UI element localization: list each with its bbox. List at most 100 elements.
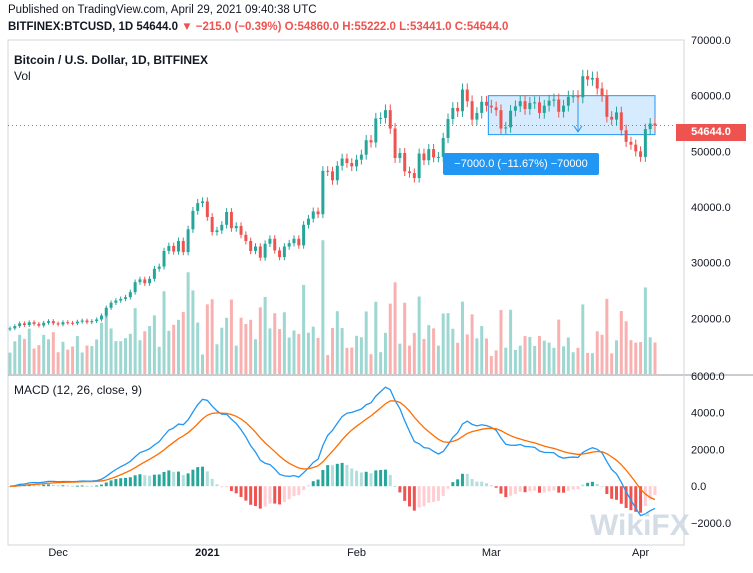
macd-histogram-bar — [8, 486, 12, 488]
macd-histogram-bar — [191, 469, 195, 487]
macd-histogram-bar — [383, 469, 387, 487]
candle — [562, 105, 566, 112]
volume-bar — [470, 314, 474, 374]
volume-bar — [465, 334, 469, 374]
candle — [196, 203, 200, 211]
candle — [619, 112, 623, 131]
down-arrow-icon: ▼ — [181, 21, 193, 33]
symbol-quote-line: BITFINEX:BTCUSD, 1D 54644.0 ▼ −215.0 (−0… — [8, 21, 508, 33]
macd-histogram-bar — [220, 486, 224, 488]
macd-histogram-bar — [566, 486, 570, 491]
volume-bar — [201, 354, 205, 374]
candle — [456, 107, 460, 112]
symbol-legend: Bitcoin / U.S. Dollar, 1D, BITFINEX — [14, 53, 209, 67]
volume-bar — [95, 339, 99, 374]
volume-bar — [90, 346, 94, 374]
volume-bar — [335, 311, 339, 374]
volume-bar — [114, 341, 118, 374]
macd-histogram-bar — [306, 485, 310, 487]
macd-histogram-bar — [124, 477, 128, 487]
macd-histogram-bar — [80, 485, 84, 487]
candle — [128, 292, 132, 298]
volume-bar — [374, 301, 378, 374]
volume-bar — [422, 338, 426, 374]
volume-bar — [56, 352, 60, 374]
macd-histogram-bar — [176, 471, 180, 487]
macd-histogram-bar — [624, 486, 628, 508]
candle — [157, 266, 161, 269]
candle — [417, 153, 421, 179]
candle — [388, 110, 392, 129]
volume-bar — [408, 345, 412, 374]
macd-histogram-bar — [460, 473, 464, 487]
macd-histogram-bar — [143, 475, 147, 487]
macd-histogram-bar — [653, 486, 657, 496]
volume-bar — [648, 337, 652, 374]
macd-histogram-bar — [152, 474, 156, 487]
volume-bar — [99, 322, 103, 374]
candle — [379, 117, 383, 119]
macd-histogram-bar — [42, 484, 46, 487]
macd-histogram-bar — [364, 471, 368, 487]
candle — [22, 323, 26, 326]
macd-histogram-bar — [249, 486, 253, 505]
macd-histogram-bar — [562, 486, 566, 493]
volume-bar — [379, 352, 383, 374]
volume-bar — [331, 327, 334, 374]
volume-bar — [51, 332, 55, 374]
candle — [408, 171, 412, 174]
volume-bar — [427, 325, 431, 374]
macd-histogram-bar — [590, 481, 594, 487]
macd-histogram-bar — [186, 473, 190, 487]
candle — [186, 229, 190, 253]
macd-histogram-bar — [359, 472, 363, 487]
volume-bar — [75, 336, 79, 374]
macd-histogram-bar — [287, 486, 291, 500]
time-axis-tick: Mar — [482, 547, 501, 559]
macd-histogram-bar — [403, 486, 407, 501]
candle — [398, 153, 402, 159]
candle — [37, 323, 41, 326]
candle — [311, 211, 315, 219]
macd-histogram-bar — [485, 483, 489, 487]
candle — [316, 211, 320, 215]
measure-tool-label[interactable]: −7000.0 (−11.67%) −70000 — [443, 153, 599, 175]
volume-bar — [8, 352, 12, 374]
macd-histogram-bar — [480, 481, 484, 487]
volume-bar — [624, 321, 628, 374]
volume-bar — [388, 303, 392, 374]
time-axis-tick: Feb — [347, 547, 366, 559]
macd-histogram-bar — [595, 483, 599, 487]
macd-histogram-bar — [119, 478, 123, 487]
measure-arrowhead — [573, 125, 583, 133]
candle — [581, 76, 585, 98]
candle — [383, 110, 387, 118]
volume-bar — [152, 315, 156, 374]
candle — [42, 322, 46, 326]
volume-bar — [162, 291, 166, 374]
volume-bar — [220, 327, 224, 374]
candle — [489, 105, 493, 108]
candle — [18, 323, 22, 327]
candle — [109, 302, 113, 308]
watermark-logo: WikiFX — [590, 509, 690, 542]
volume-bar — [432, 328, 436, 374]
volume-bar — [13, 341, 17, 374]
volume-bar — [18, 334, 22, 374]
price-axis-tick: 50000.0 — [691, 146, 731, 158]
macd-histogram-bar — [456, 479, 460, 487]
candle — [80, 320, 84, 322]
candle — [148, 278, 152, 284]
candle — [292, 238, 296, 244]
published-line: Published on TradingView.com, April 29, … — [8, 4, 317, 16]
candle — [229, 212, 233, 229]
volume-bar — [610, 353, 614, 374]
candle — [374, 118, 378, 143]
macd-histogram-bar — [441, 486, 445, 496]
candle — [436, 156, 440, 158]
candle — [335, 165, 339, 181]
candle — [523, 101, 527, 110]
candle — [480, 101, 484, 113]
